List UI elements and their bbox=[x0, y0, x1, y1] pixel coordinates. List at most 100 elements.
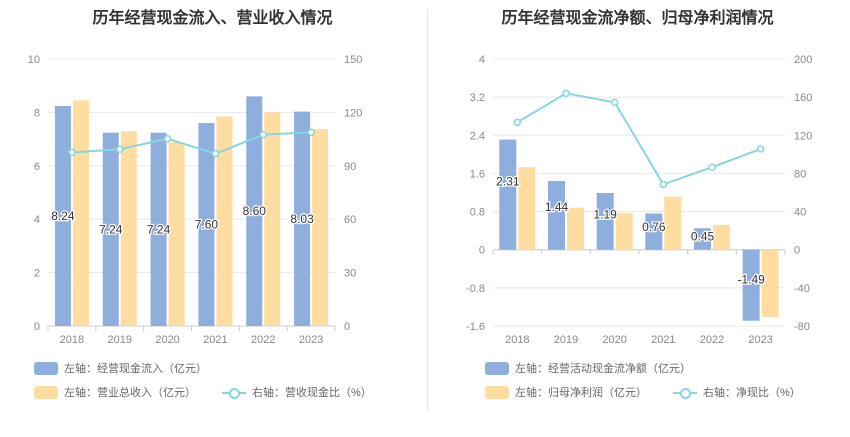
line-point bbox=[708, 163, 716, 171]
y-right-tick-label: 200 bbox=[794, 54, 812, 66]
legend-label: 左轴：经营活动现金流净额（亿元） bbox=[515, 363, 691, 375]
bar-series-1 bbox=[694, 228, 711, 250]
line-point bbox=[211, 149, 220, 158]
y-left-tick-label: 3.2 bbox=[470, 92, 485, 104]
line-point bbox=[163, 134, 172, 143]
panel-divider bbox=[427, 10, 428, 410]
data-label: 8.03 bbox=[290, 212, 314, 226]
y-left-tick-label: -0.8 bbox=[466, 283, 485, 295]
chart-plot-area: 0 2 4 6 8 10 0 30 60 90 120 150 2018 2019 2020 2021 2022… bbox=[28, 54, 363, 346]
legend-label: 右轴：净现比（%） bbox=[703, 387, 801, 399]
data-label: 0.45 bbox=[691, 229, 715, 243]
bar-series-2 bbox=[664, 196, 682, 250]
line-point bbox=[259, 130, 267, 139]
y-right-tick-label: 120 bbox=[344, 107, 362, 119]
bar-series-1 bbox=[548, 181, 565, 250]
x-tick-label: 2023 bbox=[299, 334, 323, 346]
legend-swatch bbox=[34, 385, 58, 399]
chart-panel-cashflow-revenue: 历年经营现金流入、营业收入情况 0 2 4 6 8 10 0 30 60 90 120 150 2018… bbox=[28, 10, 372, 400]
legend-label: 左轴：归母净利润（亿元） bbox=[515, 387, 647, 399]
line-point bbox=[68, 148, 76, 157]
y-right-tick-label: 40 bbox=[794, 207, 806, 219]
legend-item-series-1[interactable]: 左轴：经营活动现金流净额（亿元） bbox=[485, 360, 691, 376]
legend-item-series-3[interactable]: 右轴：净现比（%） bbox=[673, 384, 801, 400]
line-point bbox=[659, 180, 668, 189]
legend-item-series-2[interactable]: 左轴：营业总收入（亿元） bbox=[34, 384, 196, 400]
bar-series-2 bbox=[72, 100, 89, 326]
bar-series-1 bbox=[150, 132, 167, 326]
legend-swatch-line bbox=[222, 386, 246, 399]
legend-item-series-1[interactable]: 左轴：经营现金流入（亿元） bbox=[34, 360, 207, 376]
line-point bbox=[116, 145, 124, 153]
y-left-tick-label: 10 bbox=[28, 54, 40, 66]
data-label: -1.49 bbox=[737, 273, 765, 287]
bar-series-1 bbox=[294, 111, 311, 326]
data-label: 1.44 bbox=[545, 200, 569, 214]
y-left-tick-label: 0 bbox=[34, 321, 40, 333]
data-label: 7.24 bbox=[147, 222, 171, 236]
y-left-tick-label: 4 bbox=[34, 214, 40, 226]
bar-series-2 bbox=[120, 131, 137, 326]
x-tick-label: 2020 bbox=[602, 334, 626, 346]
chart-panel-netcash-profit: 历年经营现金流净额、归母净利润情况 -1.6 -0.8 0 0.8 1.6 2.4 3.2 4… bbox=[425, 0, 850, 437]
x-tick-label: 2022 bbox=[700, 334, 724, 346]
bar-series-2 bbox=[168, 142, 185, 326]
line-point bbox=[307, 128, 315, 137]
line-point bbox=[756, 145, 765, 153]
bar-series-1 bbox=[645, 213, 663, 250]
x-tick-label: 2023 bbox=[748, 334, 772, 346]
legend-swatch bbox=[485, 385, 509, 399]
data-label: 1.19 bbox=[593, 208, 617, 222]
bar-series-2 bbox=[567, 207, 584, 250]
bar-series-1 bbox=[246, 96, 263, 326]
data-label: 7.24 bbox=[99, 222, 123, 236]
y-right-tick-label: 90 bbox=[344, 161, 356, 173]
data-label: 0.76 bbox=[642, 220, 666, 234]
x-tick-label: 2018 bbox=[60, 334, 84, 346]
line-point bbox=[610, 98, 619, 107]
data-label: 2.31 bbox=[496, 174, 520, 188]
bar-series-2 bbox=[264, 112, 281, 327]
legend-item-series-2[interactable]: 左轴：归母净利润（亿元） bbox=[485, 384, 647, 400]
y-left-tick-label: 2 bbox=[34, 268, 40, 280]
bar-series-2 bbox=[216, 116, 233, 326]
y-right-tick-label: 0 bbox=[344, 321, 350, 333]
series-line bbox=[71, 131, 312, 155]
bar-series-1 bbox=[596, 192, 614, 250]
legend-swatch bbox=[485, 361, 509, 375]
legend-item-series-3[interactable]: 右轴：营收现金比（%） bbox=[222, 384, 372, 400]
legend-label: 左轴：经营现金流入（亿元） bbox=[64, 363, 207, 375]
bar-series-2 bbox=[518, 167, 536, 250]
bar-series-1 bbox=[198, 123, 215, 326]
y-right-tick-label: 60 bbox=[344, 214, 356, 226]
y-right-tick-label: 160 bbox=[794, 92, 812, 104]
legend-label: 右轴：营收现金比（%） bbox=[252, 387, 372, 399]
bar-series-2 bbox=[615, 213, 633, 250]
legend-swatch-line bbox=[673, 386, 697, 399]
bar-series-2 bbox=[713, 224, 730, 250]
legend-swatch bbox=[34, 361, 58, 375]
x-tick-label: 2022 bbox=[251, 334, 275, 346]
y-left-tick-label: 0 bbox=[479, 245, 485, 257]
bar-series-2 bbox=[312, 128, 329, 326]
y-left-tick-label: 1.6 bbox=[470, 168, 485, 180]
x-tick-label: 2020 bbox=[155, 334, 179, 346]
y-right-tick-label: 150 bbox=[344, 54, 362, 66]
y-left-tick-label: -1.6 bbox=[466, 321, 485, 333]
line-point bbox=[562, 89, 570, 98]
bar-series-1 bbox=[499, 139, 517, 250]
x-tick-label: 2019 bbox=[108, 334, 132, 346]
y-left-tick-label: 4 bbox=[479, 54, 485, 66]
legend-label: 左轴：营业总收入（亿元） bbox=[64, 387, 196, 399]
y-left-tick-label: 2.4 bbox=[470, 130, 485, 142]
y-right-tick-label: 120 bbox=[794, 130, 812, 142]
x-tick-label: 2019 bbox=[554, 334, 578, 346]
series-line bbox=[516, 92, 762, 186]
y-right-tick-label: 0 bbox=[794, 245, 800, 257]
data-label: 8.60 bbox=[243, 204, 267, 218]
x-tick-label: 2021 bbox=[651, 334, 675, 346]
y-left-tick-label: 6 bbox=[34, 161, 40, 173]
bar-series-1 bbox=[54, 105, 71, 326]
bar-series-1 bbox=[742, 249, 760, 321]
y-right-tick-label: 80 bbox=[794, 168, 806, 180]
